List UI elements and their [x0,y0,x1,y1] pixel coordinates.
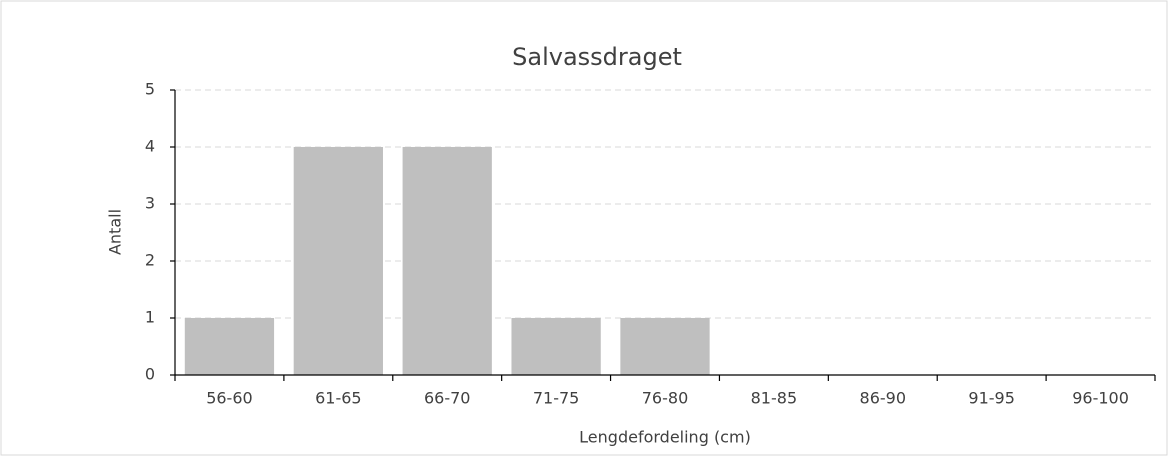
y-tick-label: 0 [145,365,155,384]
chart-title: Salvassdraget [512,43,682,71]
bar [293,147,383,375]
x-tick-label: 66-70 [424,389,471,408]
x-tick-label: 91-95 [968,389,1015,408]
y-tick-label: 1 [145,308,155,327]
bar [620,318,710,375]
bar [184,318,275,375]
x-tick-label: 76-80 [642,389,689,408]
y-axis-label: Antall [106,209,125,255]
y-tick-label: 2 [145,251,155,270]
y-tick-label: 4 [145,137,155,156]
y-tick-label: 3 [145,194,155,213]
x-tick-label: 71-75 [533,389,580,408]
x-tick-label: 86-90 [860,389,907,408]
x-tick-label: 96-100 [1072,389,1129,408]
bar [402,147,492,375]
bar [511,318,601,375]
x-tick-label: 61-65 [315,389,362,408]
y-tick-label: 5 [145,80,155,99]
x-tick-label: 81-85 [751,389,798,408]
x-axis-label: Lengdefordeling (cm) [579,428,751,447]
x-tick-label: 56-60 [206,389,253,408]
